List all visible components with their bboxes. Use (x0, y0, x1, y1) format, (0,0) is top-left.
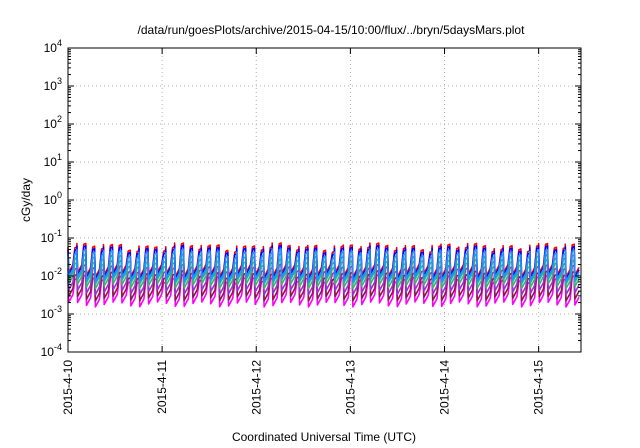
series-line-8 (67, 248, 580, 283)
x-tick-label: 2015-4-14 (438, 360, 452, 415)
series-line-6 (67, 242, 580, 278)
x-tick-label: 2015-4-10 (61, 360, 75, 415)
y-tick-label: 101 (44, 152, 62, 169)
series-line-7 (67, 244, 580, 281)
y-axis-label: cGy/day (19, 178, 33, 222)
y-tick-label: 10-2 (41, 266, 62, 283)
y-tick-label: 10-3 (41, 304, 62, 321)
chart-title: /data/run/goesPlots/archive/2015-04-15/1… (138, 23, 526, 37)
y-tick-label: 103 (44, 76, 62, 93)
axis-ticks: 10-4 10-3 10-2 10-1 100 101 102 103 104 2015-4-10… (41, 38, 581, 415)
y-tick-label: 10-4 (41, 342, 62, 359)
y-tick-label: 104 (44, 38, 62, 55)
x-axis-label: Coordinated Universal Time (UTC) (232, 430, 416, 444)
grid (68, 48, 581, 352)
x-tick-label: 2015-4-15 (532, 360, 546, 415)
y-tick-label: 10-1 (41, 228, 62, 245)
x-tick-label: 2015-4-12 (249, 360, 263, 415)
y-tick-label: 100 (44, 190, 62, 207)
y-tick-label: 102 (44, 114, 62, 131)
x-tick-label: 2015-4-13 (343, 360, 357, 415)
series-group (67, 242, 580, 308)
x-tick-label: 2015-4-11 (155, 360, 169, 414)
